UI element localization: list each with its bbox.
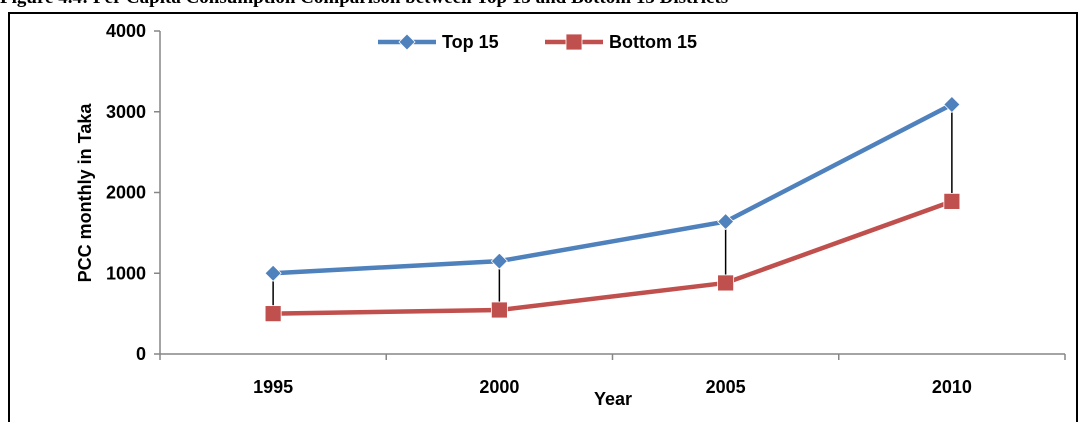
y-tick-label: 3000 xyxy=(106,102,146,122)
chart-frame xyxy=(8,12,1078,422)
data-point-diamond xyxy=(264,264,282,282)
data-point-square xyxy=(943,192,961,210)
legend-label: Top 15 xyxy=(442,32,499,52)
data-point-square xyxy=(717,274,735,292)
axes: 0 1000 2000 3000 4000 1995 2000 2005 2010 xyxy=(106,21,1066,397)
figure-caption: Figure 4.4: Per Capita Consumption Compa… xyxy=(0,0,1081,11)
y-tick-label: 4000 xyxy=(106,21,146,41)
x-tick-label: 1995 xyxy=(253,377,293,397)
data-point-diamond xyxy=(398,33,416,51)
legend: Top 15 Bottom 15 xyxy=(378,32,697,52)
y-tick-label: 0 xyxy=(136,344,146,364)
y-tick-label: 2000 xyxy=(106,183,146,203)
legend-label: Bottom 15 xyxy=(609,32,697,52)
x-tick-label: 2000 xyxy=(479,377,519,397)
x-tick-label: 2010 xyxy=(932,377,972,397)
data-point-diamond xyxy=(717,213,735,231)
y-tick-label: 1000 xyxy=(106,263,146,283)
x-axis-title: Year xyxy=(594,389,632,409)
y-axis-title: PCC monthly in Taka xyxy=(75,103,95,283)
data-point-diamond xyxy=(490,252,508,270)
data-point-square xyxy=(490,301,508,319)
drop-lines xyxy=(272,104,953,314)
series-line xyxy=(270,199,955,316)
series-line xyxy=(270,102,955,276)
series xyxy=(264,95,961,323)
data-point-square xyxy=(565,33,583,51)
x-tick-label: 2005 xyxy=(706,377,746,397)
data-point-diamond xyxy=(943,95,961,114)
data-point-square xyxy=(264,305,282,323)
